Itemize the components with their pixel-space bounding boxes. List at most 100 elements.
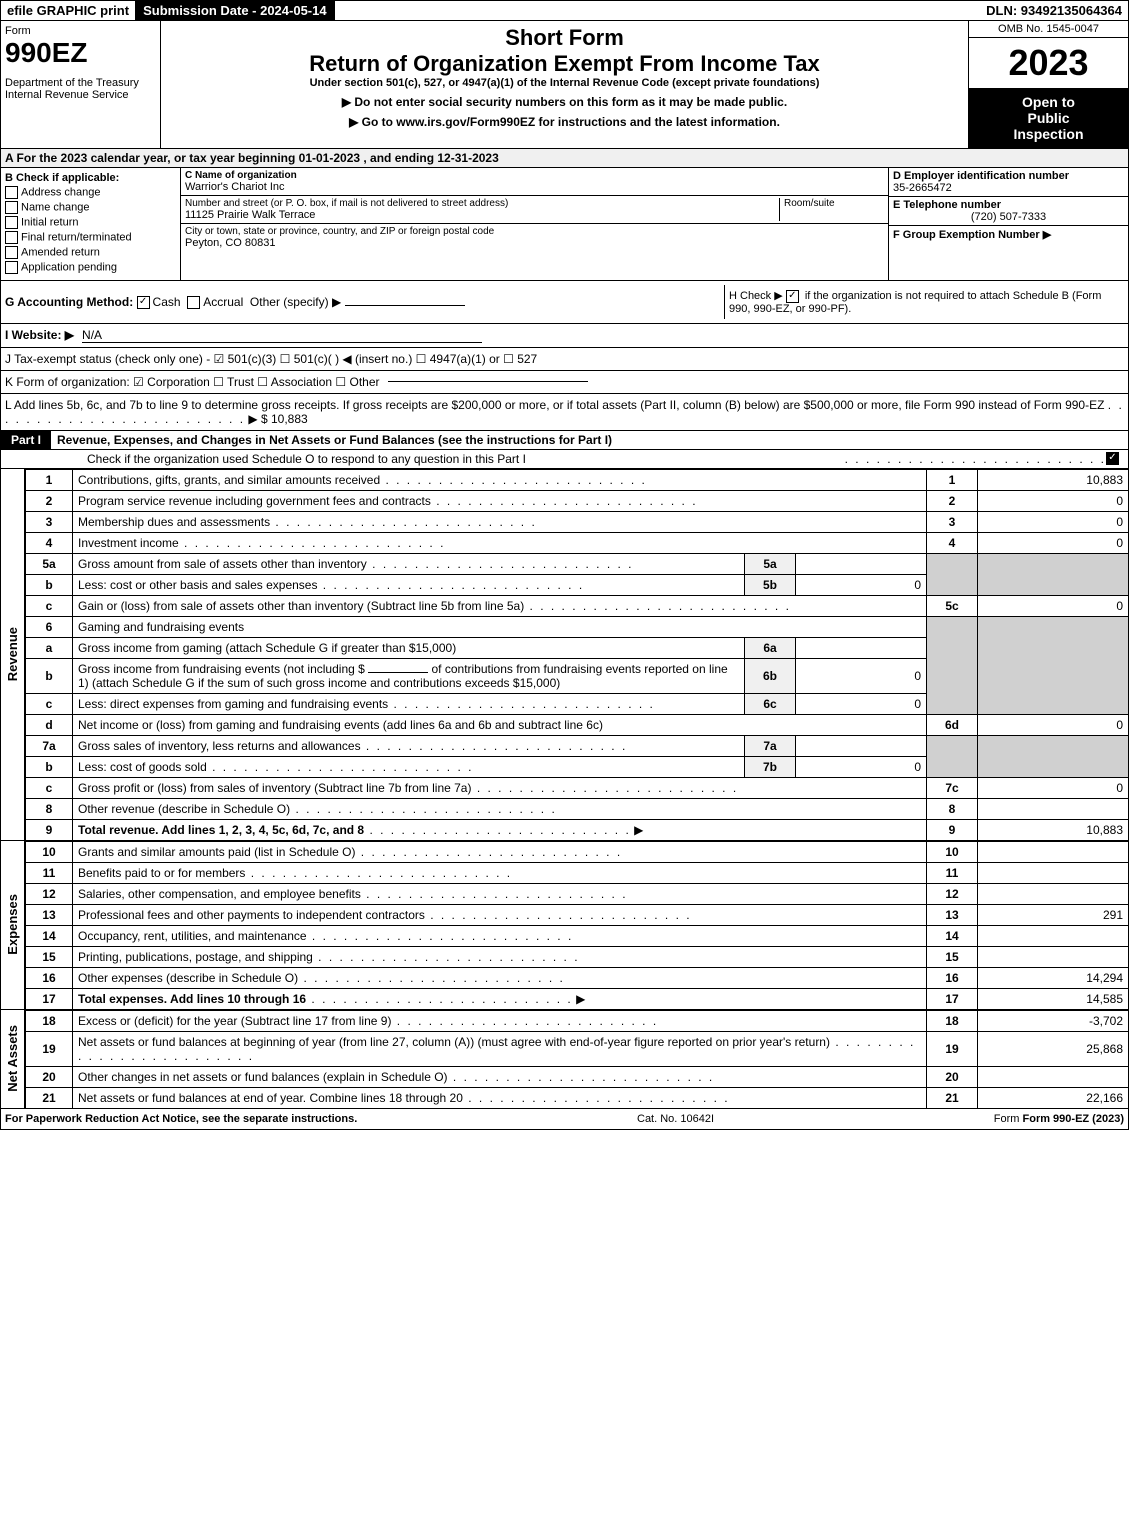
j-text: J Tax-exempt status (check only one) - ☑… [5,352,537,366]
efile-label[interactable]: efile GRAPHIC print [1,1,135,20]
line-5c: c Gain or (loss) from sale of assets oth… [26,595,1129,616]
section-h: H Check ▶ ✓ if the organization is not r… [724,285,1124,319]
side-revenue-label: Revenue [5,627,20,681]
side-netassets-label: Net Assets [5,1025,20,1092]
footer-center: Cat. No. 10642I [637,1113,714,1125]
cb-final-return[interactable]: Final return/terminated [5,231,176,244]
revenue-block: 1 Contributions, gifts, grants, and simi… [25,469,1129,841]
line-2: 2 Program service revenue including gove… [26,490,1129,511]
return-title: Return of Organization Exempt From Incom… [165,51,964,77]
k-text: K Form of organization: ☑ Corporation ☐ … [5,375,380,389]
cb-address-change[interactable]: Address change [5,186,176,199]
group-exemption-label: F Group Exemption Number ▶ [893,228,1124,241]
city-value: Peyton, CO 80831 [185,237,884,249]
line-8: 8 Other revenue (describe in Schedule O)… [26,798,1129,819]
cb-accrual[interactable] [187,296,200,309]
line-13: 13 Professional fees and other payments … [26,904,1129,925]
cb-name-change[interactable]: Name change [5,201,176,214]
line-9: 9 Total revenue. Add lines 1, 2, 3, 4, 5… [26,819,1129,840]
line-4: 4 Investment income 4 0 [26,532,1129,553]
line-6d: d Net income or (loss) from gaming and f… [26,714,1129,735]
section-g: G Accounting Method: ✓Cash Accrual Other… [5,295,716,309]
info-grid: B Check if applicable: Address change Na… [0,168,1129,281]
part1-header-row: Part I Revenue, Expenses, and Changes in… [0,431,1129,450]
form-word: Form [5,25,31,37]
ein-label: D Employer identification number [893,170,1124,182]
g-accrual: Accrual [203,295,243,309]
org-name: Warrior's Chariot Inc [185,181,884,193]
line-6: 6 Gaming and fundraising events [26,616,1129,637]
line-14: 14 Occupancy, rent, utilities, and maint… [26,925,1129,946]
part1-check-row: Check if the organization used Schedule … [0,450,1129,469]
part1-title: Revenue, Expenses, and Changes in Net As… [51,431,618,449]
line-10: 10 Grants and similar amounts paid (list… [26,841,1129,862]
line-7a: 7a Gross sales of inventory, less return… [26,735,1129,756]
side-expenses: Expenses [1,841,25,1010]
section-i: I Website: ▶ N/A [1,324,1128,348]
l-text: L Add lines 5b, 6c, and 7b to line 9 to … [5,398,1104,412]
section-k: K Form of organization: ☑ Corporation ☐ … [1,371,1128,394]
line-5a: 5a Gross amount from sale of assets othe… [26,553,1129,574]
l-arrow: ▶ $ [248,412,267,426]
line-1: 1 Contributions, gifts, grants, and simi… [26,469,1129,490]
side-netassets: Net Assets [1,1010,25,1109]
org-name-label: C Name of organization [185,170,884,181]
row-g-h: G Accounting Method: ✓Cash Accrual Other… [1,281,1128,324]
cb-initial-return[interactable]: Initial return [5,216,176,229]
header-left: Form 990EZ Department of the Treasury In… [1,21,161,148]
line-3: 3 Membership dues and assessments 3 0 [26,511,1129,532]
under-section: Under section 501(c), 527, or 4947(a)(1)… [165,77,964,89]
open-line3: Inspection [975,126,1122,142]
side-expenses-label: Expenses [5,894,20,955]
g-cash: Cash [153,295,181,309]
cb-schedule-o[interactable]: ✓ [1106,452,1119,465]
no-ssn-warning: ▶ Do not enter social security numbers o… [165,95,964,109]
top-bar: efile GRAPHIC print Submission Date - 20… [0,0,1129,21]
section-j: J Tax-exempt status (check only one) - ☑… [1,348,1128,371]
header-center: Short Form Return of Organization Exempt… [161,21,968,148]
line-7c: c Gross profit or (loss) from sales of i… [26,777,1129,798]
h-text1: H Check ▶ [729,290,783,302]
i-label: I Website: ▶ [5,328,74,342]
cb-cash[interactable]: ✓ [137,296,150,309]
line-20: 20 Other changes in net assets or fund b… [26,1066,1129,1087]
submission-date: Submission Date - 2024-05-14 [135,1,335,20]
short-form-title: Short Form [165,25,964,51]
main-grid: Revenue 1 Contributions, gifts, grants, … [0,469,1129,1109]
l-value: 10,883 [271,412,308,426]
dept-treasury: Department of the Treasury [5,77,156,89]
phone-value: (720) 507-7333 [893,211,1124,223]
part1-label: Part I [1,431,51,449]
g-other: Other (specify) ▶ [250,295,341,309]
cb-amended-return[interactable]: Amended return [5,246,176,259]
section-b-title: B Check if applicable: [5,172,176,184]
street-row: Number and street (or P. O. box, if mail… [181,196,888,224]
goto-link[interactable]: ▶ Go to www.irs.gov/Form990EZ for instru… [165,115,964,129]
footer: For Paperwork Reduction Act Notice, see … [0,1109,1129,1130]
section-c: C Name of organization Warrior's Chariot… [181,168,888,280]
room-suite-label: Room/suite [779,198,884,221]
ein-row: D Employer identification number 35-2665… [889,168,1128,197]
line-15: 15 Printing, publications, postage, and … [26,946,1129,967]
city-row: City or town, state or province, country… [181,224,888,251]
footer-right: Form Form 990-EZ (2023) [994,1113,1124,1125]
ein-value: 35-2665472 [893,182,1124,194]
section-d: D Employer identification number 35-2665… [888,168,1128,280]
cb-schedule-b[interactable]: ✓ [786,290,799,303]
netassets-table: 18 Excess or (deficit) for the year (Sub… [25,1010,1129,1109]
irs-label: Internal Revenue Service [5,89,156,101]
section-l: L Add lines 5b, 6c, and 7b to line 9 to … [1,394,1128,430]
revenue-table: 1 Contributions, gifts, grants, and simi… [25,469,1129,841]
expenses-block: 10 Grants and similar amounts paid (list… [25,841,1129,1010]
footer-left: For Paperwork Reduction Act Notice, see … [5,1113,357,1125]
side-revenue: Revenue [1,469,25,841]
line-21: 21 Net assets or fund balances at end of… [26,1087,1129,1108]
city-label: City or town, state or province, country… [185,226,884,237]
line-12: 12 Salaries, other compensation, and emp… [26,883,1129,904]
header-right: OMB No. 1545-0047 2023 Open to Public In… [968,21,1128,148]
tax-year: 2023 [969,38,1128,88]
cb-application-pending[interactable]: Application pending [5,261,176,274]
meta-section: G Accounting Method: ✓Cash Accrual Other… [0,281,1129,431]
street-value: 11125 Prairie Walk Terrace [185,209,779,221]
line-18: 18 Excess or (deficit) for the year (Sub… [26,1010,1129,1031]
